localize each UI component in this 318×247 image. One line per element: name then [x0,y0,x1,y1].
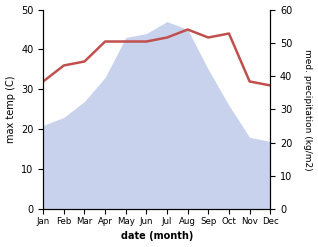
Y-axis label: max temp (C): max temp (C) [5,76,16,143]
Y-axis label: med. precipitation (kg/m2): med. precipitation (kg/m2) [303,49,313,170]
X-axis label: date (month): date (month) [121,231,193,242]
